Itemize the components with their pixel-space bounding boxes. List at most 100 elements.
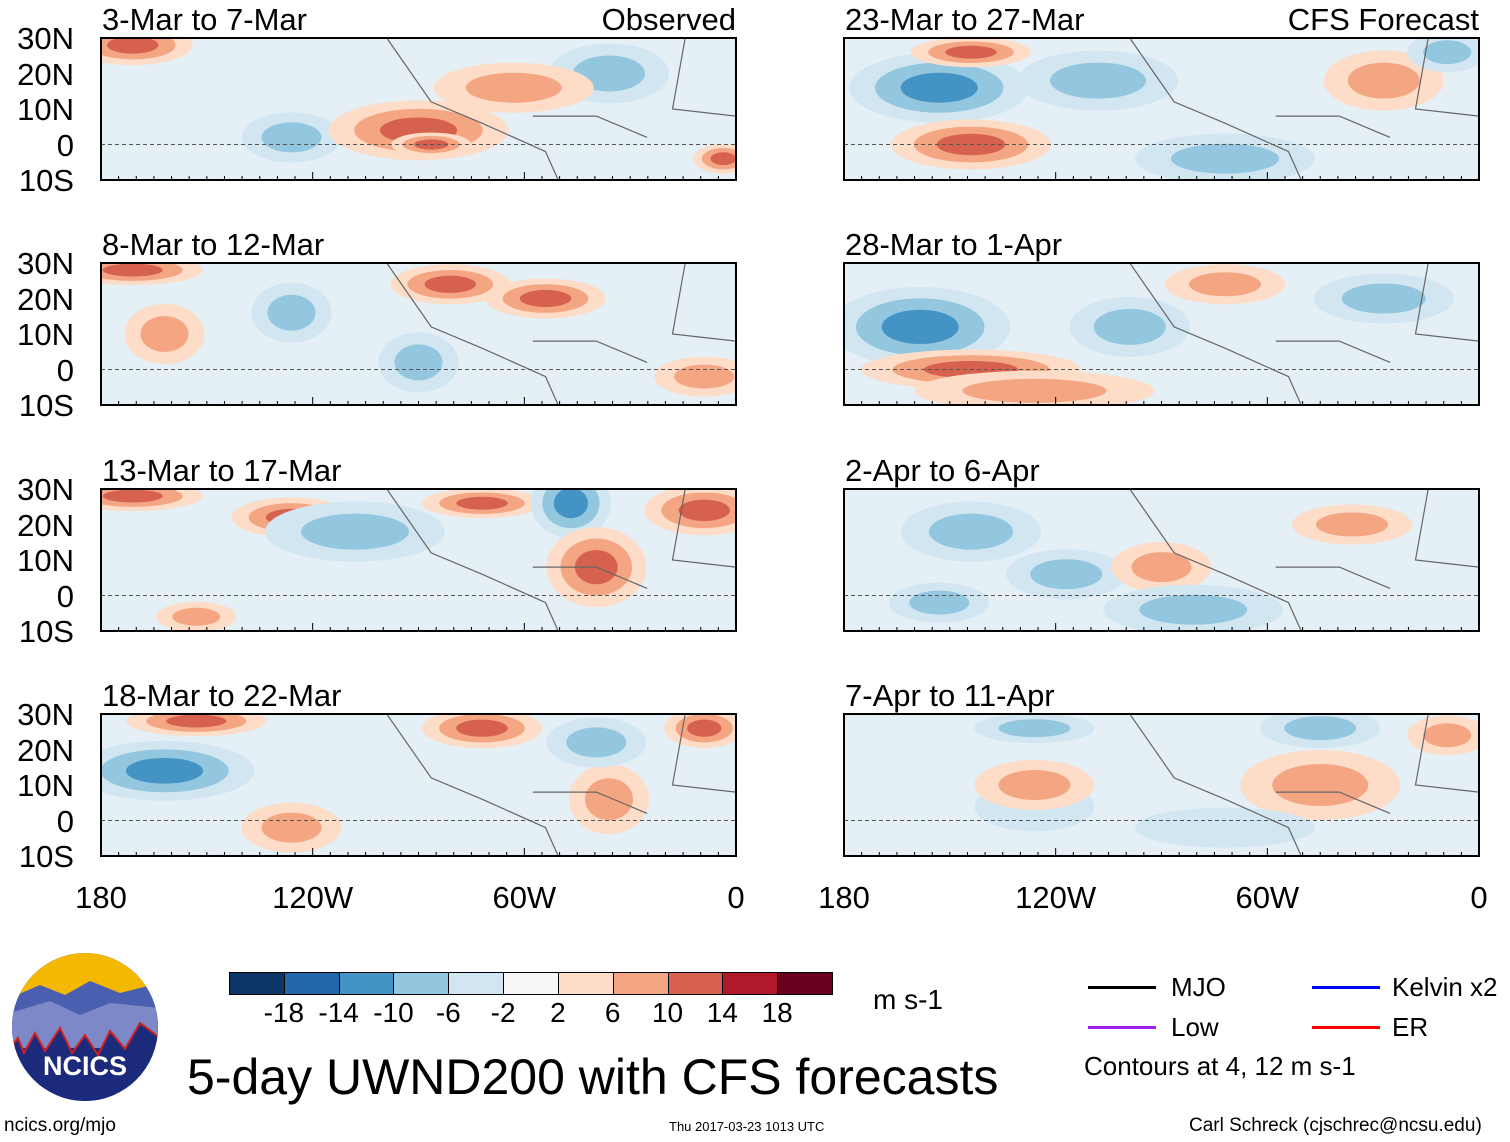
- panel-title: 28-Mar to 1-Apr: [845, 227, 1063, 262]
- map-panel: [100, 262, 737, 406]
- x-tick-label: 0: [1470, 880, 1488, 915]
- panel-title: 7-Apr to 11-Apr: [845, 678, 1055, 713]
- wind-anomaly-area: [172, 607, 221, 626]
- wind-anomaly-area: [1423, 723, 1472, 748]
- wind-anomaly-area: [1139, 594, 1248, 625]
- wind-anomaly-area: [107, 38, 159, 54]
- coastline: [386, 263, 736, 405]
- colorbar-tick-label: 18: [761, 997, 793, 1028]
- ncics-logo: NCICS: [12, 953, 158, 1101]
- wind-anomaly-area: [1135, 807, 1315, 848]
- colorbar-tick-label: -2: [490, 997, 516, 1028]
- colorbar-swatch: [777, 972, 833, 995]
- y-tick-label: 10N: [17, 543, 74, 578]
- wind-anomaly-area: [945, 45, 997, 59]
- wind-anomaly-area: [102, 489, 163, 503]
- wind-anomaly-area: [881, 309, 959, 345]
- wind-anomaly-area: [424, 275, 476, 293]
- x-tick-label: 60W: [1235, 880, 1300, 915]
- y-tick-label: 20N: [17, 281, 74, 317]
- x-tick-label: 180: [75, 880, 127, 915]
- panel-title: 23-Mar to 27-Mar: [845, 2, 1085, 37]
- wind-anomaly-area: [687, 719, 722, 737]
- wind-anomaly-area: [678, 499, 730, 522]
- wind-anomaly-area: [261, 812, 322, 843]
- y-tick-label: 0: [56, 578, 74, 614]
- legend-low-label: Low: [1171, 1012, 1219, 1042]
- wind-anomaly-area: [465, 72, 562, 103]
- legend-mjo-label: MJO: [1171, 972, 1226, 1002]
- panel-title: 3-Mar to 7-Mar: [102, 2, 307, 37]
- map-panel: [100, 713, 737, 857]
- wind-anomaly-area: [998, 770, 1071, 800]
- legend-kelvin-line: [1312, 986, 1380, 989]
- logo-text: NCICS: [43, 1051, 127, 1081]
- wind-anomaly-area: [1131, 552, 1192, 583]
- y-tick-label: 0: [56, 803, 74, 839]
- wind-anomaly-area: [519, 289, 572, 308]
- wind-anomaly-area: [1347, 62, 1420, 99]
- colorbar-tick-label: -6: [435, 997, 461, 1028]
- panel-title: 2-Apr to 6-Apr: [845, 453, 1040, 488]
- wind-anomaly-area: [1341, 283, 1426, 314]
- y-tick-label: 20N: [17, 507, 74, 543]
- footer-credit: Carl Schreck (cjschrec@ncsu.edu): [1189, 1115, 1482, 1136]
- colorbar-tick-label: -10: [373, 997, 414, 1028]
- wind-anomaly-area: [1316, 512, 1388, 537]
- y-tick-label: 10S: [18, 163, 74, 198]
- x-tick-label: 120W: [1015, 880, 1097, 915]
- contour-note: Contours at 4, 12 m s-1: [1084, 1051, 1356, 1081]
- y-tick-label: 30N: [17, 21, 74, 56]
- legend-low-line: [1088, 1026, 1156, 1029]
- colorbar-swatch: [283, 972, 340, 995]
- y-tick-label: 20N: [17, 732, 74, 768]
- wind-anomaly-area: [261, 122, 322, 153]
- y-tick-label: 10N: [17, 92, 74, 127]
- wind-anomaly-area: [125, 757, 204, 784]
- colorbar-swatch: [667, 972, 724, 995]
- colorbar-swatch: [229, 972, 285, 995]
- wind-anomaly-area: [140, 316, 189, 352]
- colorbar-swatch: [503, 972, 559, 995]
- wind-anomaly-area: [553, 489, 589, 519]
- colorbar-tick-label: -18: [263, 997, 305, 1028]
- colorbar-tick-label: -14: [318, 997, 359, 1028]
- map-panel: [843, 488, 1480, 632]
- wind-anomaly-area: [1171, 143, 1279, 174]
- y-tick-label: 10N: [17, 768, 74, 803]
- footer-url[interactable]: ncics.org/mjo: [4, 1115, 116, 1136]
- map-panel: [843, 37, 1480, 181]
- x-tick-label: 180: [818, 880, 870, 915]
- wind-anomaly-area: [674, 364, 735, 389]
- colorbar-tick-label: 10: [651, 997, 684, 1028]
- x-tick-label: 60W: [492, 880, 557, 915]
- wind-anomaly-area: [1189, 272, 1261, 297]
- legend-kelvin-label: Kelvin x2: [1392, 972, 1498, 1002]
- coastline: [386, 38, 736, 180]
- wind-anomaly-area: [394, 344, 443, 381]
- coastline: [386, 489, 736, 631]
- wind-anomaly-area: [166, 714, 227, 728]
- chart-title: 5-day UWND200 with CFS forecasts: [187, 1049, 999, 1105]
- panel-title: 18-Mar to 22-Mar: [102, 678, 342, 713]
- column-header: Observed: [601, 2, 736, 37]
- wind-anomaly-area: [710, 152, 736, 166]
- wind-anomaly-area: [998, 719, 1071, 738]
- colorbar-tick-label: 2: [550, 997, 566, 1028]
- y-tick-label: 10S: [18, 614, 74, 649]
- colorbar-swatch: [612, 972, 669, 995]
- coastline: [1129, 714, 1479, 856]
- colorbar-swatch: [557, 972, 614, 995]
- wind-anomaly-area: [1050, 62, 1146, 99]
- y-tick-label: 30N: [17, 697, 74, 732]
- wind-anomaly-area: [1030, 559, 1103, 590]
- column-header: CFS Forecast: [1287, 2, 1479, 37]
- wind-anomaly-area: [267, 294, 316, 331]
- map-panel: [100, 488, 737, 632]
- wind-anomaly-area: [102, 263, 163, 277]
- colorbar-tick-label: 14: [706, 997, 738, 1028]
- colorbar-units: m s-1: [873, 984, 943, 1015]
- wind-anomaly-area: [1284, 716, 1357, 741]
- colorbar-swatch: [393, 972, 450, 995]
- coastline: [1129, 38, 1479, 180]
